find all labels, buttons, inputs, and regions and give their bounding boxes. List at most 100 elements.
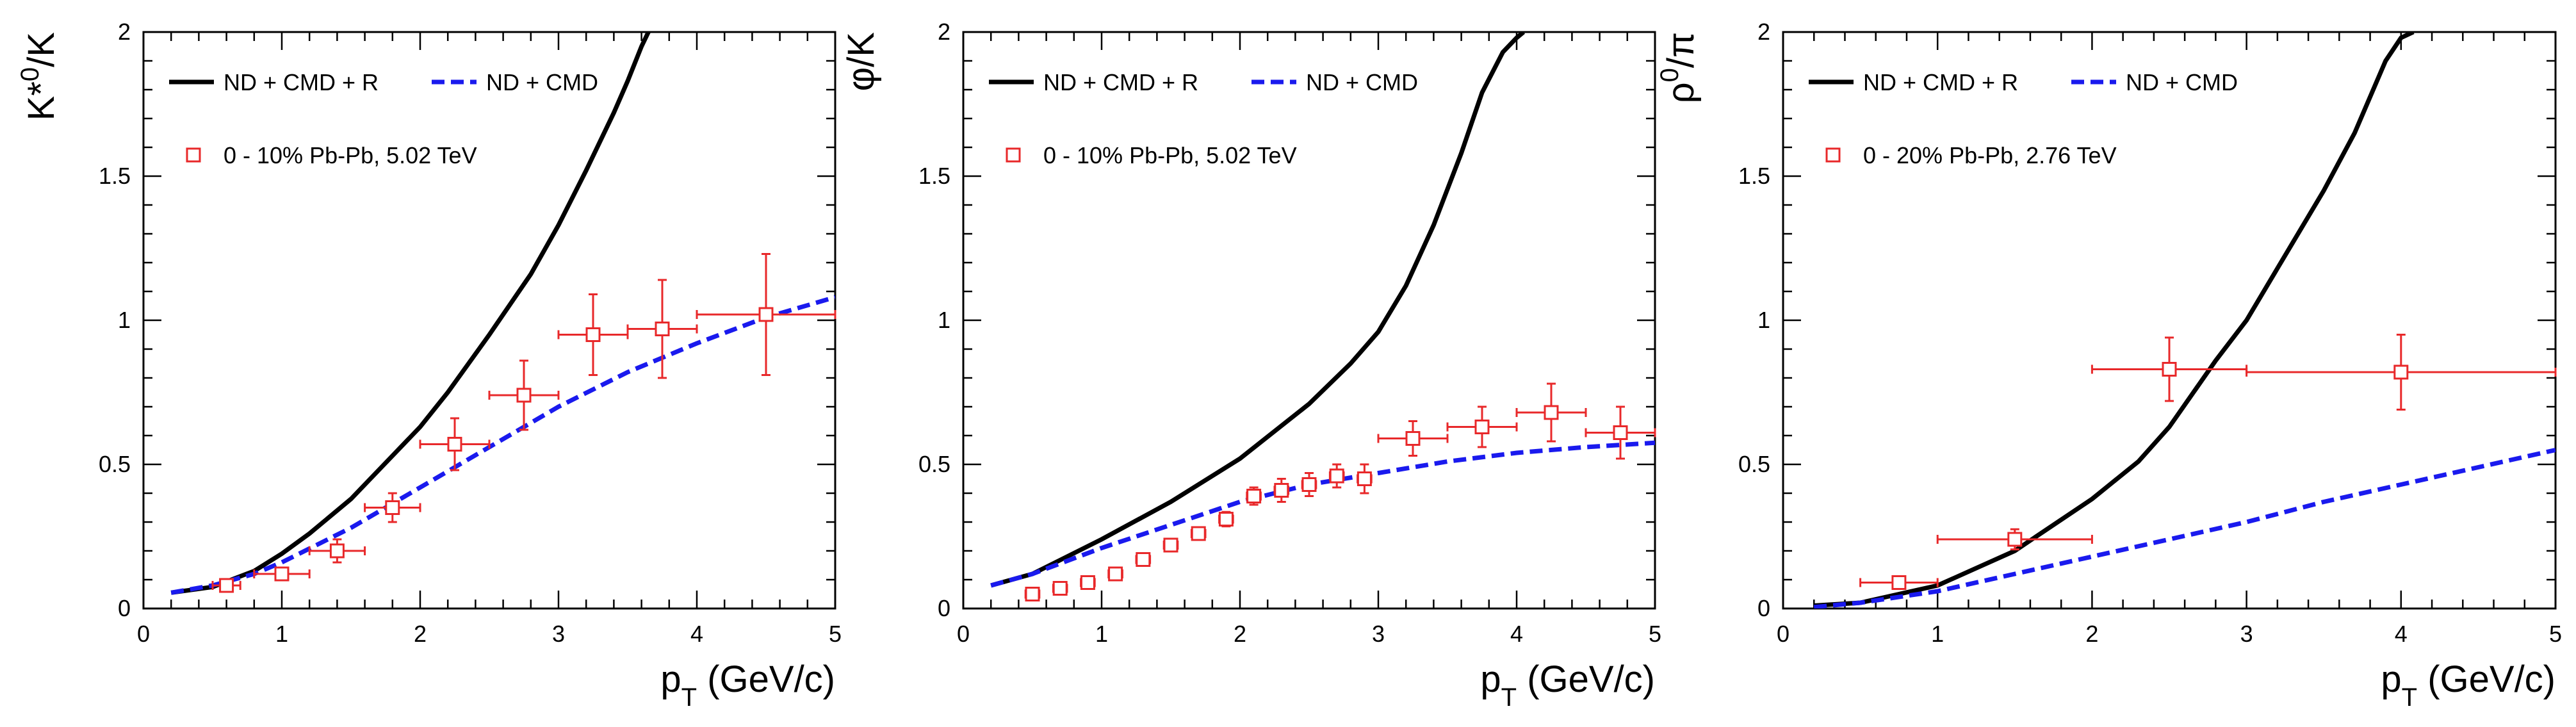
x-tick-label: 3 bbox=[1372, 621, 1385, 647]
y-tick-label: 1 bbox=[1757, 307, 1770, 333]
y-axis-title-tail: /K bbox=[20, 32, 62, 67]
data-point bbox=[419, 417, 491, 471]
data-point bbox=[1515, 382, 1587, 443]
x-axis-title-tail: (GeV/c) bbox=[2417, 658, 2556, 700]
y-axis-title-base: K* bbox=[20, 81, 62, 120]
x-tick-label: 1 bbox=[275, 621, 288, 647]
series-line-nd-cmd-r bbox=[990, 32, 1526, 588]
y-tick-label: 2 bbox=[1757, 19, 1770, 45]
x-axis-title-sub: T bbox=[2402, 683, 2417, 712]
y-tick-label: 0.5 bbox=[918, 451, 950, 477]
data-point bbox=[1107, 566, 1123, 582]
y-tick-label: 1.5 bbox=[1738, 163, 1770, 189]
legend: ND + CMD + R ND + CMD 0 - 10% Pb-Pb, 5.02 … bbox=[169, 69, 598, 168]
data-point bbox=[557, 293, 629, 376]
y-axis-title-base: φ/K bbox=[840, 32, 882, 92]
y-tick-label: 2 bbox=[938, 19, 950, 45]
legend-label-nd-cmd-r: ND + CMD + R bbox=[224, 69, 379, 95]
data-marker bbox=[385, 500, 400, 515]
data-marker bbox=[758, 307, 774, 322]
series-line-nd-cmd bbox=[1813, 448, 2556, 609]
legend-label-data: 0 - 10% Pb-Pb, 5.02 TeV bbox=[1043, 142, 1297, 168]
series-line-nd-cmd-r bbox=[170, 32, 651, 595]
data-marker bbox=[655, 322, 670, 336]
x-tick-label: 2 bbox=[1234, 621, 1246, 647]
plot-frame bbox=[142, 31, 836, 610]
data-marker bbox=[2162, 362, 2177, 377]
x-tick-label: 1 bbox=[1095, 621, 1108, 647]
data-point bbox=[211, 578, 241, 593]
data-marker bbox=[1191, 526, 1206, 541]
data-point bbox=[1377, 420, 1449, 457]
y-tick-label: 1 bbox=[938, 307, 950, 333]
x-tick-label: 5 bbox=[2549, 621, 2562, 647]
data-marker bbox=[1891, 575, 1907, 590]
data-point bbox=[1357, 463, 1373, 494]
data-point bbox=[1052, 581, 1068, 596]
data-marker bbox=[2393, 364, 2409, 380]
plot-frame bbox=[1782, 31, 2557, 610]
x-tick-label: 4 bbox=[1510, 621, 1523, 647]
legend-label-data: 0 - 10% Pb-Pb, 5.02 TeV bbox=[224, 142, 477, 168]
data-point bbox=[1190, 526, 1207, 541]
data-marker bbox=[585, 327, 601, 342]
data-marker bbox=[2007, 532, 2023, 547]
data-marker bbox=[516, 388, 532, 403]
x-tick-label: 0 bbox=[957, 621, 970, 647]
data-marker bbox=[1329, 468, 1344, 484]
y-axis-title-sup: 0 bbox=[1656, 68, 1684, 82]
x-axis-title-tail: (GeV/c) bbox=[697, 658, 835, 700]
legend: ND + CMD + R ND + CMD 0 - 20% Pb-Pb, 2.76 … bbox=[1809, 69, 2238, 168]
series-line-nd-cmd bbox=[990, 440, 1655, 588]
data-point bbox=[364, 492, 421, 523]
y-axis-title: φ/K bbox=[840, 32, 882, 92]
legend-swatch-data bbox=[1825, 147, 1841, 163]
data-point bbox=[1246, 486, 1262, 506]
x-axis-title-base: p bbox=[1480, 658, 1501, 700]
x-axis-title-sub: T bbox=[681, 683, 697, 712]
data-point bbox=[1218, 511, 1234, 528]
x-tick-label: 2 bbox=[2085, 621, 2098, 647]
y-tick-label: 2 bbox=[118, 19, 131, 45]
data-point bbox=[2246, 334, 2557, 411]
data-point bbox=[1446, 405, 1518, 448]
x-axis-title-base: p bbox=[2381, 658, 2401, 700]
data-point bbox=[1080, 575, 1096, 590]
x-tick-label: 0 bbox=[137, 621, 150, 647]
legend-label-nd-cmd-r: ND + CMD + R bbox=[1043, 69, 1198, 95]
data-point bbox=[1135, 552, 1152, 567]
y-axis-title: K*0/K bbox=[16, 32, 62, 121]
legend-label-nd-cmd: ND + CMD bbox=[1306, 69, 1418, 95]
x-tick-label: 1 bbox=[1931, 621, 1944, 647]
legend-swatch-data bbox=[1006, 147, 1021, 163]
data-marker bbox=[447, 437, 462, 452]
data-point bbox=[626, 279, 698, 379]
legend-label-data: 0 - 20% Pb-Pb, 2.76 TeV bbox=[1863, 142, 2117, 168]
data-marker bbox=[1052, 581, 1068, 596]
data-marker bbox=[1474, 420, 1490, 434]
data-marker bbox=[1613, 425, 1628, 440]
y-tick-label: 0 bbox=[118, 595, 131, 621]
y-tick-label: 0 bbox=[938, 595, 950, 621]
data-point bbox=[1024, 587, 1041, 601]
plot-frame bbox=[962, 31, 1656, 610]
x-axis-title: pT (GeV/c) bbox=[1480, 658, 1655, 712]
data-point bbox=[1301, 472, 1317, 497]
data-point bbox=[1162, 537, 1179, 553]
legend-label-nd-cmd: ND + CMD bbox=[486, 69, 598, 95]
data-marker bbox=[1405, 431, 1421, 446]
data-point bbox=[2091, 336, 2248, 402]
y-tick-label: 1 bbox=[118, 307, 131, 333]
legend-label-nd-cmd: ND + CMD bbox=[2126, 69, 2238, 95]
data-point bbox=[1859, 575, 1939, 590]
data-point bbox=[488, 359, 560, 431]
x-tick-label: 3 bbox=[2240, 621, 2253, 647]
data-point bbox=[1273, 478, 1290, 503]
legend: ND + CMD + R ND + CMD 0 - 10% Pb-Pb, 5.02 … bbox=[989, 69, 1418, 168]
data-point bbox=[1936, 528, 2093, 551]
y-tick-label: 1.5 bbox=[99, 163, 131, 189]
y-tick-label: 1.5 bbox=[918, 163, 950, 189]
